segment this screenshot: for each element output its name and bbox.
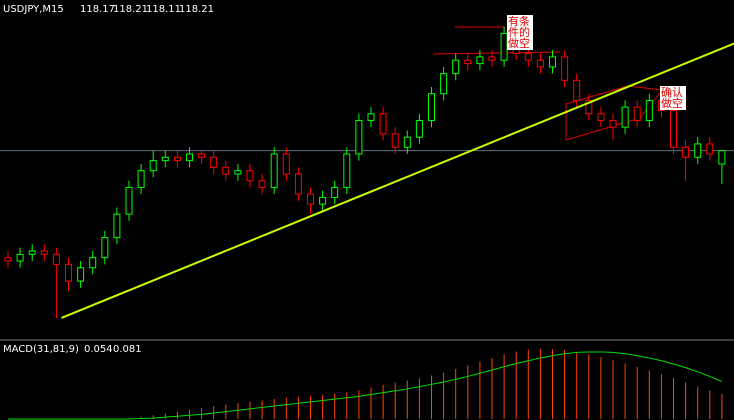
candle-body (633, 106, 641, 121)
header-value: 118.21 (179, 4, 214, 15)
candle-body (476, 56, 484, 65)
candle-body (343, 153, 351, 188)
candle-body (440, 73, 448, 95)
candle-body (234, 170, 242, 175)
candle-body (113, 213, 121, 239)
macd-value: 0.081 (113, 344, 142, 355)
candle-body (536, 59, 544, 68)
header-value: 118.21 (113, 4, 148, 15)
candle-body (415, 119, 423, 138)
candle-body (331, 186, 339, 198)
candle-body (186, 153, 193, 162)
candle-body (89, 257, 97, 269)
candle-body (367, 113, 375, 121)
candle-body (585, 99, 593, 115)
candle-body (428, 93, 435, 121)
candle-body (198, 153, 206, 158)
candle-body (270, 153, 278, 188)
candle-body (464, 59, 472, 65)
candle-body (549, 56, 556, 68)
candle-body (282, 153, 290, 175)
candle-body (173, 156, 181, 162)
candle-body (65, 263, 72, 282)
candle-body (77, 267, 85, 282)
macd-value: 0.054 (84, 344, 113, 355)
symbol: USDJPY,M15 (3, 4, 64, 15)
candle-body (101, 237, 109, 259)
candle-body (718, 150, 726, 165)
candle-body (682, 146, 690, 158)
candle-body (149, 160, 157, 172)
candle-body (294, 173, 302, 195)
candle-body (597, 113, 605, 121)
candle-body (161, 156, 169, 162)
candle-body (307, 193, 314, 205)
candle-body (524, 53, 532, 61)
header-value: 118.17 (80, 4, 115, 15)
header-value: 118.11 (146, 4, 181, 15)
candle-body (210, 156, 218, 168)
candle-body (40, 250, 48, 255)
candle-body (561, 56, 569, 81)
candle-body (645, 99, 653, 121)
candle-body (246, 170, 254, 182)
candle-body (28, 250, 36, 255)
candle-body (355, 119, 363, 155)
candle-body (137, 170, 145, 188)
candle-body (621, 106, 629, 128)
candle-body (16, 253, 24, 262)
candle-body (319, 196, 327, 205)
candle-body (573, 79, 581, 101)
annotation: 有条件的做空 (507, 15, 533, 50)
candle-body (670, 109, 677, 148)
candle-body (379, 113, 387, 135)
candle-body (452, 59, 460, 75)
candle-body (222, 166, 230, 175)
candle-body (694, 143, 702, 158)
candle-body (403, 136, 411, 148)
candle-body (52, 253, 60, 265)
candle-body (125, 186, 133, 215)
candle-body (4, 257, 12, 262)
candle-body (706, 143, 714, 155)
annotation: 确认做空 (660, 86, 686, 110)
trendline (61, 42, 734, 319)
candle-body (258, 180, 266, 188)
macd-signal (8, 351, 723, 420)
candle-body (609, 119, 617, 128)
candle-body (488, 56, 496, 61)
candle-body (391, 133, 399, 148)
macd-label: MACD(31,81,9) (3, 344, 79, 355)
annotation-line (432, 51, 561, 55)
